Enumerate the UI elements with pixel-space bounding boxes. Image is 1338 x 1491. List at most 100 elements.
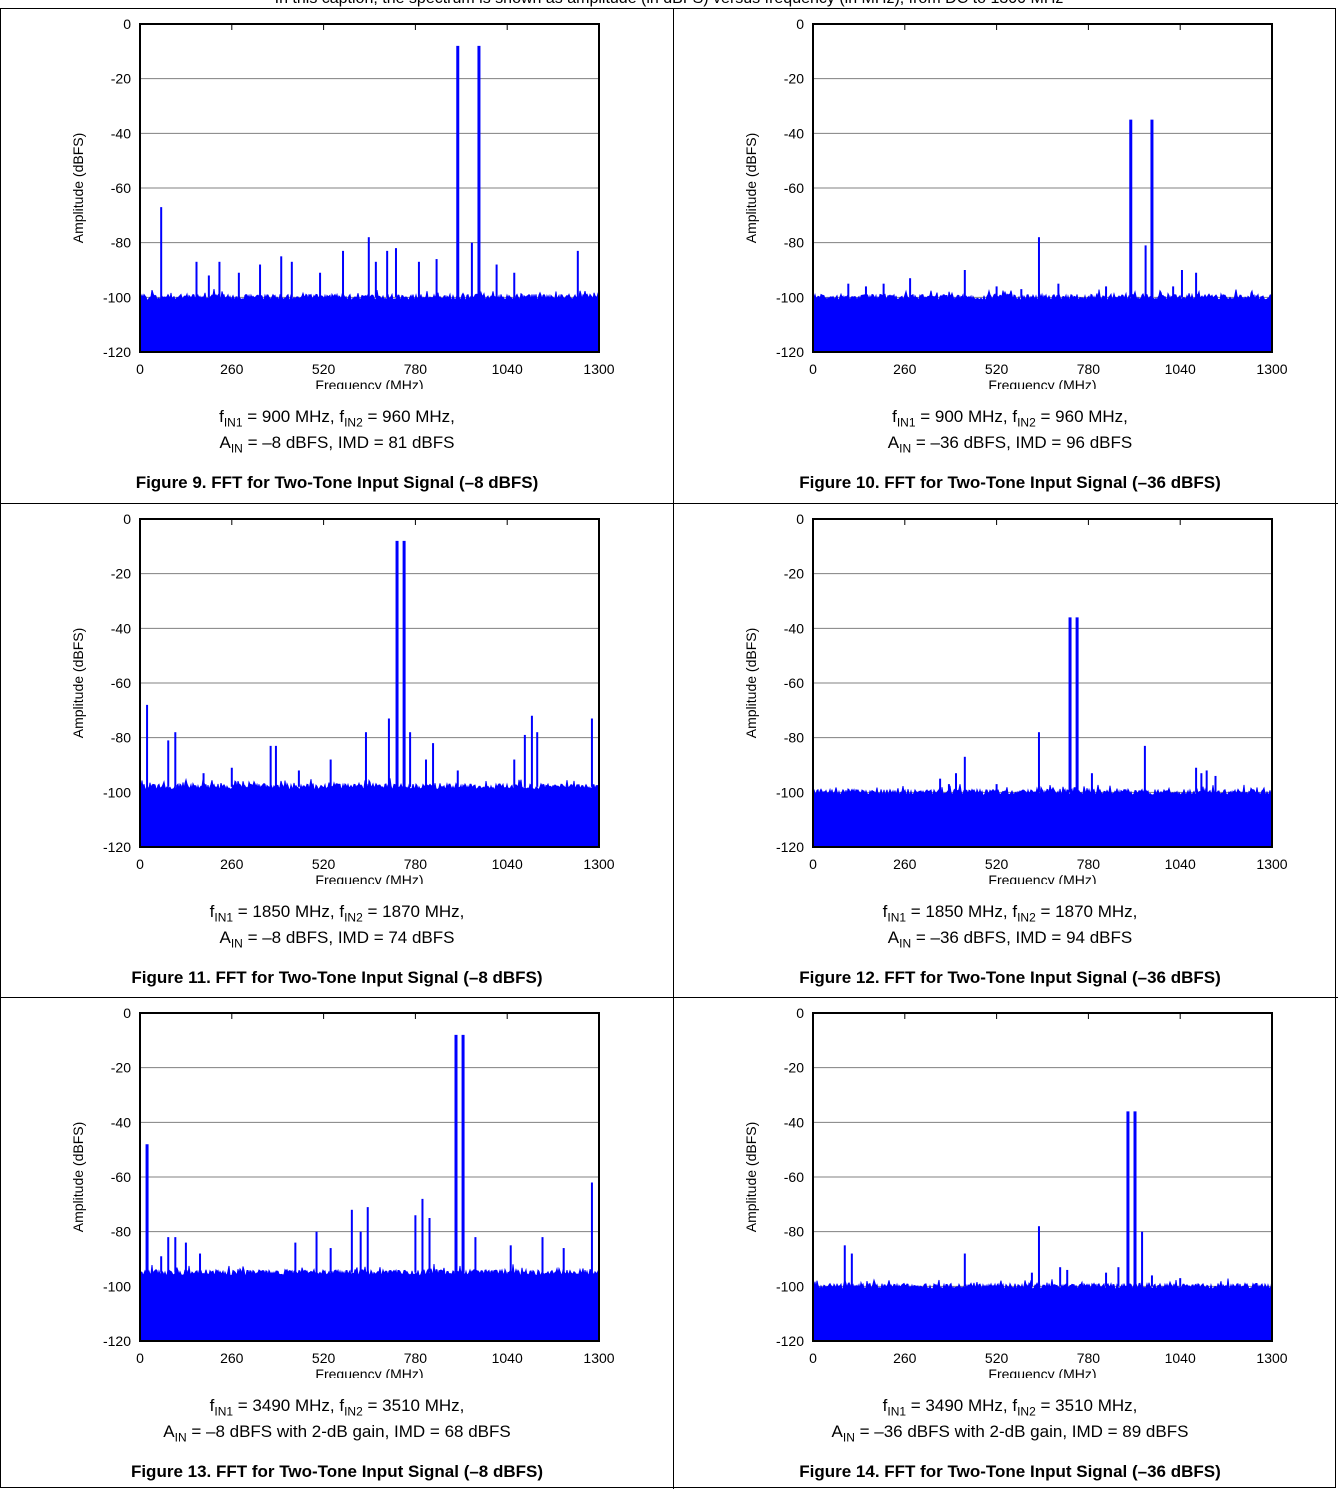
x-tick-label: 780 — [1077, 856, 1101, 872]
x-tick-label: 520 — [312, 361, 336, 377]
x-tick-label: 520 — [312, 1350, 336, 1366]
x-axis-title: Frequency (MHz) — [315, 1366, 423, 1378]
test-conditions-line2: AIN = –36 dBFS with 2-dB gain, IMD = 89 … — [831, 1422, 1189, 1445]
y-tick-label: 0 — [796, 1005, 804, 1021]
figure-caption: Figure 13. FFT for Two-Tone Input Signal… — [130, 1462, 544, 1481]
x-tick-label: 1040 — [1165, 1350, 1196, 1366]
y-tick-label: -80 — [784, 235, 804, 251]
plot-frame — [139, 518, 600, 848]
y-axis-title: Amplitude (dBFS) — [743, 133, 759, 243]
figure-grid: 0 260 520 780 1040 1300 0 -20 -40 -60 -80 -100 -120 F… — [0, 8, 1338, 1489]
y-tick-label: 0 — [796, 511, 804, 527]
y-tick-label: -120 — [776, 839, 804, 855]
x-axis-title: Frequency (MHz) — [315, 377, 423, 389]
y-tick-label: -40 — [111, 1114, 131, 1130]
x-tick-label: 0 — [809, 361, 817, 377]
x-tick-label: 780 — [404, 1350, 428, 1366]
x-tick-label: 0 — [809, 1350, 817, 1366]
test-conditions-line1: fIN1 = 3490 MHz, fIN2 = 3510 MHz, — [882, 1396, 1138, 1419]
y-tick-label: -40 — [784, 1114, 804, 1130]
x-tick-label: 520 — [985, 361, 1009, 377]
y-tick-label: -60 — [784, 1169, 804, 1185]
y-tick-label: -40 — [784, 125, 804, 141]
page-top-caption: In this caption, the spectrum is shown a… — [0, 0, 1338, 8]
y-tick-label: -100 — [776, 289, 804, 305]
x-tick-label: 520 — [985, 856, 1009, 872]
y-tick-label: -60 — [111, 1169, 131, 1185]
test-conditions-line1: fIN1 = 3490 MHz, fIN2 = 3510 MHz, — [209, 1396, 465, 1419]
y-tick-label: -40 — [784, 620, 804, 636]
test-conditions-line1: fIN1 = 1850 MHz, fIN2 = 1870 MHz, — [882, 902, 1138, 925]
y-tick-label: -100 — [776, 784, 804, 800]
figure-panel: 0 260 520 780 1040 1300 0 -20 -40 -60 -80 -100 -120 F… — [1, 9, 673, 503]
x-tick-label: 780 — [404, 856, 428, 872]
y-tick-label: -80 — [111, 730, 131, 746]
fft-plot: 0 260 520 780 1040 1300 0 -20 -40 -60 -80 -100 -120 F… — [743, 1005, 1288, 1378]
test-conditions-line2: AIN = –8 dBFS, IMD = 81 dBFS — [219, 433, 455, 456]
y-tick-label: -20 — [111, 71, 131, 87]
x-tick-label: 0 — [136, 1350, 144, 1366]
noise-floor-trace — [812, 289, 1273, 353]
test-conditions-line2: AIN = –36 dBFS, IMD = 94 dBFS — [887, 928, 1133, 951]
y-tick-label: -120 — [776, 344, 804, 360]
y-tick-label: -100 — [103, 784, 131, 800]
figure-panel: 0 260 520 780 1040 1300 0 -20 -40 -60 -80 -100 -120 F… — [673, 503, 1338, 997]
y-tick-label: -120 — [776, 1333, 804, 1349]
test-conditions-line2: AIN = –8 dBFS, IMD = 74 dBFS — [219, 928, 455, 951]
y-tick-label: -20 — [111, 566, 131, 582]
y-axis-title: Amplitude (dBFS) — [70, 133, 86, 243]
x-tick-label: 260 — [893, 856, 917, 872]
x-tick-label: 780 — [1077, 1350, 1101, 1366]
x-tick-label: 1300 — [583, 856, 614, 872]
noise-floor-trace — [139, 1264, 600, 1342]
y-axis-title: Amplitude (dBFS) — [743, 628, 759, 738]
x-axis-title: Frequency (MHz) — [988, 377, 1096, 389]
test-conditions-line2: AIN = –36 dBFS, IMD = 96 dBFS — [887, 433, 1133, 456]
x-tick-label: 780 — [1077, 361, 1101, 377]
figure-panel: 0 260 520 780 1040 1300 0 -20 -40 -60 -80 -100 -120 F… — [673, 9, 1338, 503]
fft-plot: 0 260 520 780 1040 1300 0 -20 -40 -60 -80 -100 -120 F… — [70, 1005, 615, 1378]
y-tick-label: -60 — [111, 675, 131, 691]
x-tick-label: 1300 — [583, 1350, 614, 1366]
y-tick-label: -60 — [784, 180, 804, 196]
figure-panel: 0 260 520 780 1040 1300 0 -20 -40 -60 -80 -100 -120 F… — [1, 503, 673, 997]
x-tick-label: 260 — [220, 856, 244, 872]
y-tick-label: -100 — [103, 289, 131, 305]
fft-plot: 0 260 520 780 1040 1300 0 -20 -40 -60 -80 -100 -120 F… — [743, 16, 1288, 389]
noise-floor-trace — [139, 289, 600, 353]
x-tick-label: 1040 — [1165, 361, 1196, 377]
y-axis-title: Amplitude (dBFS) — [743, 1122, 759, 1232]
figure-panel: 0 260 520 780 1040 1300 0 -20 -40 -60 -80 -100 -120 F… — [673, 997, 1338, 1489]
y-tick-label: -120 — [103, 839, 131, 855]
x-tick-label: 520 — [312, 856, 336, 872]
plot-frame — [812, 1012, 1273, 1342]
figure-panel: 0 260 520 780 1040 1300 0 -20 -40 -60 -80 -100 -120 F… — [1, 997, 673, 1489]
figure-caption: Figure 11. FFT for Two-Tone Input Signal… — [131, 968, 543, 987]
figure-caption: Figure 9. FFT for Two-Tone Input Signal … — [135, 473, 539, 492]
y-axis-title: Amplitude (dBFS) — [70, 628, 86, 738]
test-conditions-line1: fIN1 = 1850 MHz, fIN2 = 1870 MHz, — [209, 902, 465, 925]
x-tick-label: 1040 — [492, 856, 523, 872]
y-tick-label: -80 — [784, 730, 804, 746]
x-tick-label: 260 — [220, 361, 244, 377]
y-tick-label: -20 — [784, 71, 804, 87]
x-tick-label: 1040 — [1165, 856, 1196, 872]
x-tick-label: 1300 — [1256, 361, 1287, 377]
y-tick-label: -20 — [111, 1060, 131, 1076]
x-tick-label: 260 — [893, 1350, 917, 1366]
y-tick-label: -40 — [111, 125, 131, 141]
figure-caption: Figure 12. FFT for Two-Tone Input Signal… — [799, 968, 1221, 987]
x-tick-label: 0 — [809, 856, 817, 872]
x-tick-label: 1040 — [492, 361, 523, 377]
y-tick-label: -120 — [103, 344, 131, 360]
y-tick-label: 0 — [123, 16, 131, 32]
fft-plot: 0 260 520 780 1040 1300 0 -20 -40 -60 -80 -100 -120 F… — [70, 16, 615, 389]
x-tick-label: 0 — [136, 856, 144, 872]
x-tick-label: 1300 — [583, 361, 614, 377]
y-tick-label: -80 — [784, 1224, 804, 1240]
x-tick-label: 1040 — [492, 1350, 523, 1366]
x-tick-label: 1300 — [1256, 1350, 1287, 1366]
x-axis-title: Frequency (MHz) — [988, 1366, 1096, 1378]
y-axis-title: Amplitude (dBFS) — [70, 1122, 86, 1232]
plot-frame — [812, 23, 1273, 353]
